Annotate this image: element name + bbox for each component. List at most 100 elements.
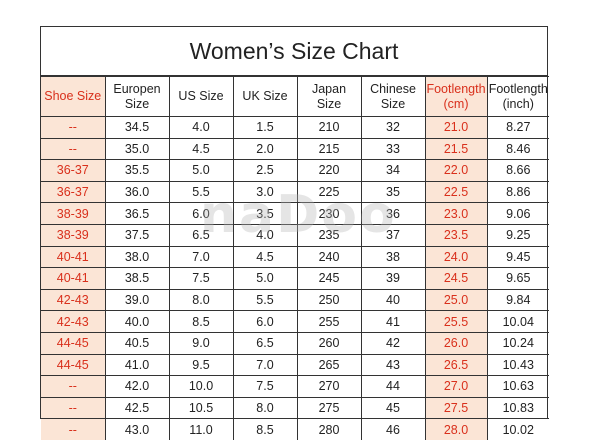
table-cell: 5.5 [168,180,234,204]
table-cell: 42-43 [41,310,106,333]
table-cell: 8.5 [232,418,298,440]
table-cell: 25.5 [424,310,488,333]
table-cell: 9.45 [486,245,549,269]
table-row: -- 34.5 4.0 1.5 210 32 21.0 8.27 [41,116,549,139]
table-cell: 44-45 [41,331,106,355]
table-cell: 32 [360,116,426,139]
table-cell: 8.0 [168,288,234,312]
table-cell: 9.5 [168,353,234,377]
table-cell: 225 [296,180,362,204]
table-cell: 37 [360,223,426,247]
table-cell: 35.5 [104,159,170,182]
table-cell: 8.86 [486,180,549,204]
table-cell: 42.0 [104,375,170,398]
table-cell: 34 [360,159,426,182]
table-cell: 280 [296,418,362,440]
table-cell: 7.5 [168,267,234,290]
table-cell: 25.0 [424,288,488,312]
table-cell: 4.5 [168,137,234,161]
table-cell: 34.5 [104,116,170,139]
size-chart-frame: Women’s Size Chart Shoe Size Europen Size U… [40,26,549,440]
table-cell: 36.5 [104,202,170,225]
table-cell: 210 [296,116,362,139]
table-cell: 38-39 [41,202,106,225]
size-table: Shoe Size Europen Size US Size UK Size Japan S… [41,76,549,440]
header-row: Shoe Size Europen Size US Size UK Size Japan S… [41,76,549,117]
table-cell: 6.0 [168,202,234,225]
table-cell: 4.0 [232,223,298,247]
table-cell: 36-37 [41,159,106,182]
table-cell: 7.0 [232,353,298,377]
table-row: 38-39 37.5 6.5 4.0 235 37 23.5 9.25 [41,223,549,247]
table-cell: 46 [360,418,426,440]
table-cell: 40.0 [104,310,170,333]
table-cell: 40-41 [41,245,106,269]
table-cell: 27.0 [424,375,488,398]
table-cell: 5.0 [232,267,298,290]
table-cell: 42 [360,331,426,355]
table-cell: 10.5 [168,396,234,420]
column-header: Footlength (cm) [424,76,488,117]
table-cell: 270 [296,375,362,398]
table-row: 40-41 38.0 7.0 4.5 240 38 24.0 9.45 [41,245,549,269]
table-row: 36-37 36.0 5.5 3.0 225 35 22.5 8.86 [41,180,549,204]
table-cell: 40-41 [41,267,106,290]
table-cell: 255 [296,310,362,333]
table-cell: 44 [360,375,426,398]
table-cell: 43.0 [104,418,170,440]
table-cell: 8.46 [486,137,549,161]
table-body: -- 34.5 4.0 1.5 210 32 21.0 8.27 -- 35.0 4.5 2.0 215… [41,116,549,440]
table-cell: -- [41,116,106,139]
table-cell: 215 [296,137,362,161]
table-cell: 9.25 [486,223,549,247]
table-cell: 41 [360,310,426,333]
table-cell: 4.5 [232,245,298,269]
table-cell: 45 [360,396,426,420]
table-row: 38-39 36.5 6.0 3.5 230 36 23.0 9.06 [41,202,549,225]
table-cell: -- [41,418,106,440]
table-cell: 10.0 [168,375,234,398]
table-cell: 38-39 [41,223,106,247]
table-cell: 10.43 [486,353,549,377]
table-row: -- 42.0 10.0 7.5 270 44 27.0 10.63 [41,375,549,398]
table-cell: 28.0 [424,418,488,440]
table-cell: 26.5 [424,353,488,377]
table-cell: 1.5 [232,116,298,139]
column-header: US Size [168,76,234,117]
table-cell: 26.0 [424,331,488,355]
table-cell: 35.0 [104,137,170,161]
table-cell: 240 [296,245,362,269]
table-row: 40-41 38.5 7.5 5.0 245 39 24.5 9.65 [41,267,549,290]
table-cell: 21.0 [424,116,488,139]
table-cell: 4.0 [168,116,234,139]
table-cell: 275 [296,396,362,420]
chart-title: Women’s Size Chart [41,27,547,76]
table-cell: 265 [296,353,362,377]
table-cell: 8.66 [486,159,549,182]
table-cell: 2.0 [232,137,298,161]
table-row: -- 43.0 11.0 8.5 280 46 28.0 10.02 [41,418,549,440]
column-header: Footlength (inch) [486,76,549,117]
table-cell: 27.5 [424,396,488,420]
table-cell: 38.0 [104,245,170,269]
table-cell: 7.0 [168,245,234,269]
table-cell: 10.02 [486,418,549,440]
table-row: 36-37 35.5 5.0 2.5 220 34 22.0 8.66 [41,159,549,182]
table-cell: 35 [360,180,426,204]
table-cell: 5.5 [232,288,298,312]
table-cell: 235 [296,223,362,247]
table-cell: 8.0 [232,396,298,420]
table-cell: 9.65 [486,267,549,290]
table-cell: 220 [296,159,362,182]
table-cell: 22.0 [424,159,488,182]
table-cell: 3.5 [232,202,298,225]
table-cell: 6.0 [232,310,298,333]
table-row: 44-45 41.0 9.5 7.0 265 43 26.5 10.43 [41,353,549,377]
table-cell: 36 [360,202,426,225]
table-cell: 22.5 [424,180,488,204]
table-row: 44-45 40.5 9.0 6.5 260 42 26.0 10.24 [41,331,549,355]
table-cell: 40.5 [104,331,170,355]
table-cell: 39.0 [104,288,170,312]
table-cell: 33 [360,137,426,161]
table-cell: 6.5 [168,223,234,247]
